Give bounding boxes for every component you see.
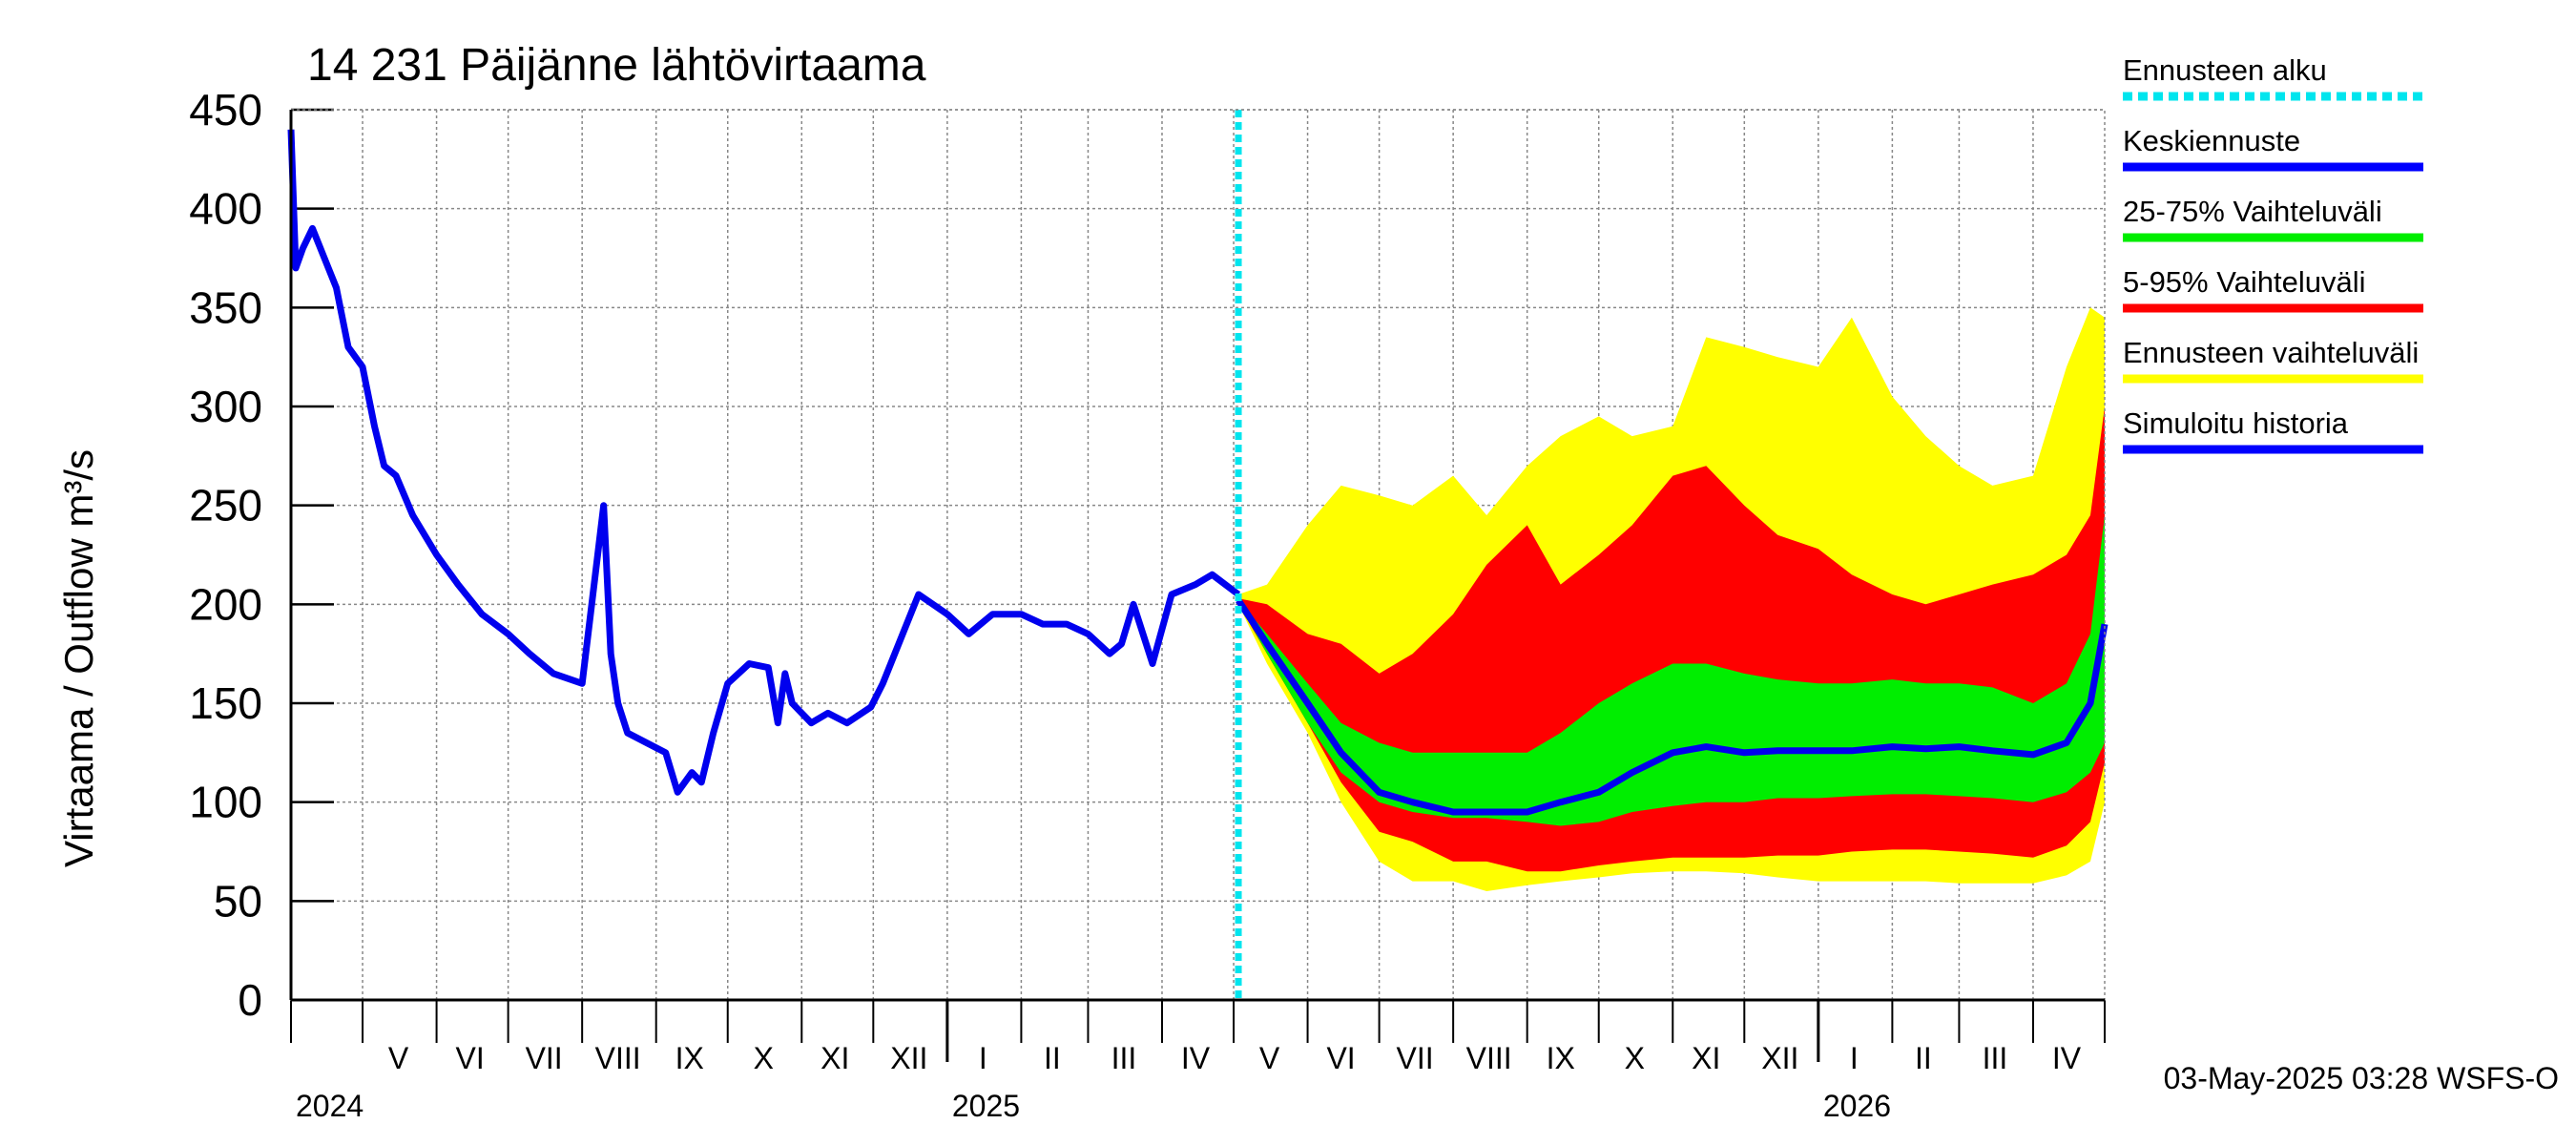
- y-tick-label: 0: [238, 975, 262, 1025]
- month-label: V: [1259, 1041, 1280, 1075]
- month-label: IV: [1181, 1041, 1211, 1075]
- month-label: IX: [1547, 1041, 1575, 1075]
- y-tick-label: 100: [189, 778, 262, 827]
- legend-label: 25-75% Vaihteluväli: [2123, 195, 2382, 228]
- month-label: IX: [675, 1041, 704, 1075]
- y-tick-label: 200: [189, 579, 262, 629]
- month-label: XII: [890, 1041, 927, 1075]
- month-label: VI: [1326, 1041, 1355, 1075]
- y-tick-label: 450: [189, 85, 262, 135]
- month-label: XII: [1761, 1041, 1798, 1075]
- month-label: VIII: [1466, 1041, 1512, 1075]
- plot-frame: [290, 109, 2106, 1001]
- month-label: XI: [821, 1041, 849, 1075]
- legend-label: Simuloitu historia: [2123, 406, 2349, 440]
- month-label: II: [1915, 1041, 1932, 1075]
- y-tick-label: 300: [189, 382, 262, 431]
- month-label: VII: [1397, 1041, 1434, 1075]
- month-label: VII: [526, 1041, 563, 1075]
- year-label: 2025: [952, 1089, 1020, 1123]
- month-label: VI: [455, 1041, 484, 1075]
- y-tick-label: 50: [214, 876, 262, 926]
- y-tick-label: 350: [189, 282, 262, 332]
- chart-title: 14 231 Päijänne lähtövirtaama: [307, 40, 926, 91]
- month-label: V: [388, 1041, 409, 1075]
- footer-timestamp: 03-May-2025 03:28 WSFS-O: [2164, 1061, 2559, 1095]
- series-simuloitu-historia: [287, 129, 1241, 796]
- month-label: II: [1044, 1041, 1061, 1075]
- month-label: I: [1850, 1041, 1859, 1075]
- year-label: 2024: [296, 1089, 364, 1123]
- month-label: X: [1625, 1041, 1645, 1075]
- legend: Ennusteen alku Keskiennuste 25-75% Vaihtel…: [2123, 53, 2423, 454]
- y-axis-label: Virtaama / Outflow m³/s: [56, 449, 101, 867]
- legend-label: Keskiennuste: [2123, 124, 2300, 157]
- y-tick-label: 150: [189, 678, 262, 728]
- series-keskiennuste: [1236, 598, 2109, 816]
- month-label: I: [979, 1041, 987, 1075]
- legend-label: Ennusteen vaihteluväli: [2123, 336, 2419, 369]
- month-label: VIII: [595, 1041, 641, 1075]
- legend-label: Ennusteen alku: [2123, 53, 2327, 87]
- month-label: X: [754, 1041, 774, 1075]
- month-label: XI: [1692, 1041, 1720, 1075]
- legend-label: 5-95% Vaihteluväli: [2123, 265, 2365, 299]
- month-label: III: [1983, 1041, 2008, 1075]
- month-label: III: [1111, 1041, 1137, 1075]
- month-label: IV: [2052, 1041, 2082, 1075]
- y-tick-label: 250: [189, 481, 262, 531]
- year-label: 2026: [1823, 1089, 1891, 1123]
- y-tick-label: 400: [189, 184, 262, 234]
